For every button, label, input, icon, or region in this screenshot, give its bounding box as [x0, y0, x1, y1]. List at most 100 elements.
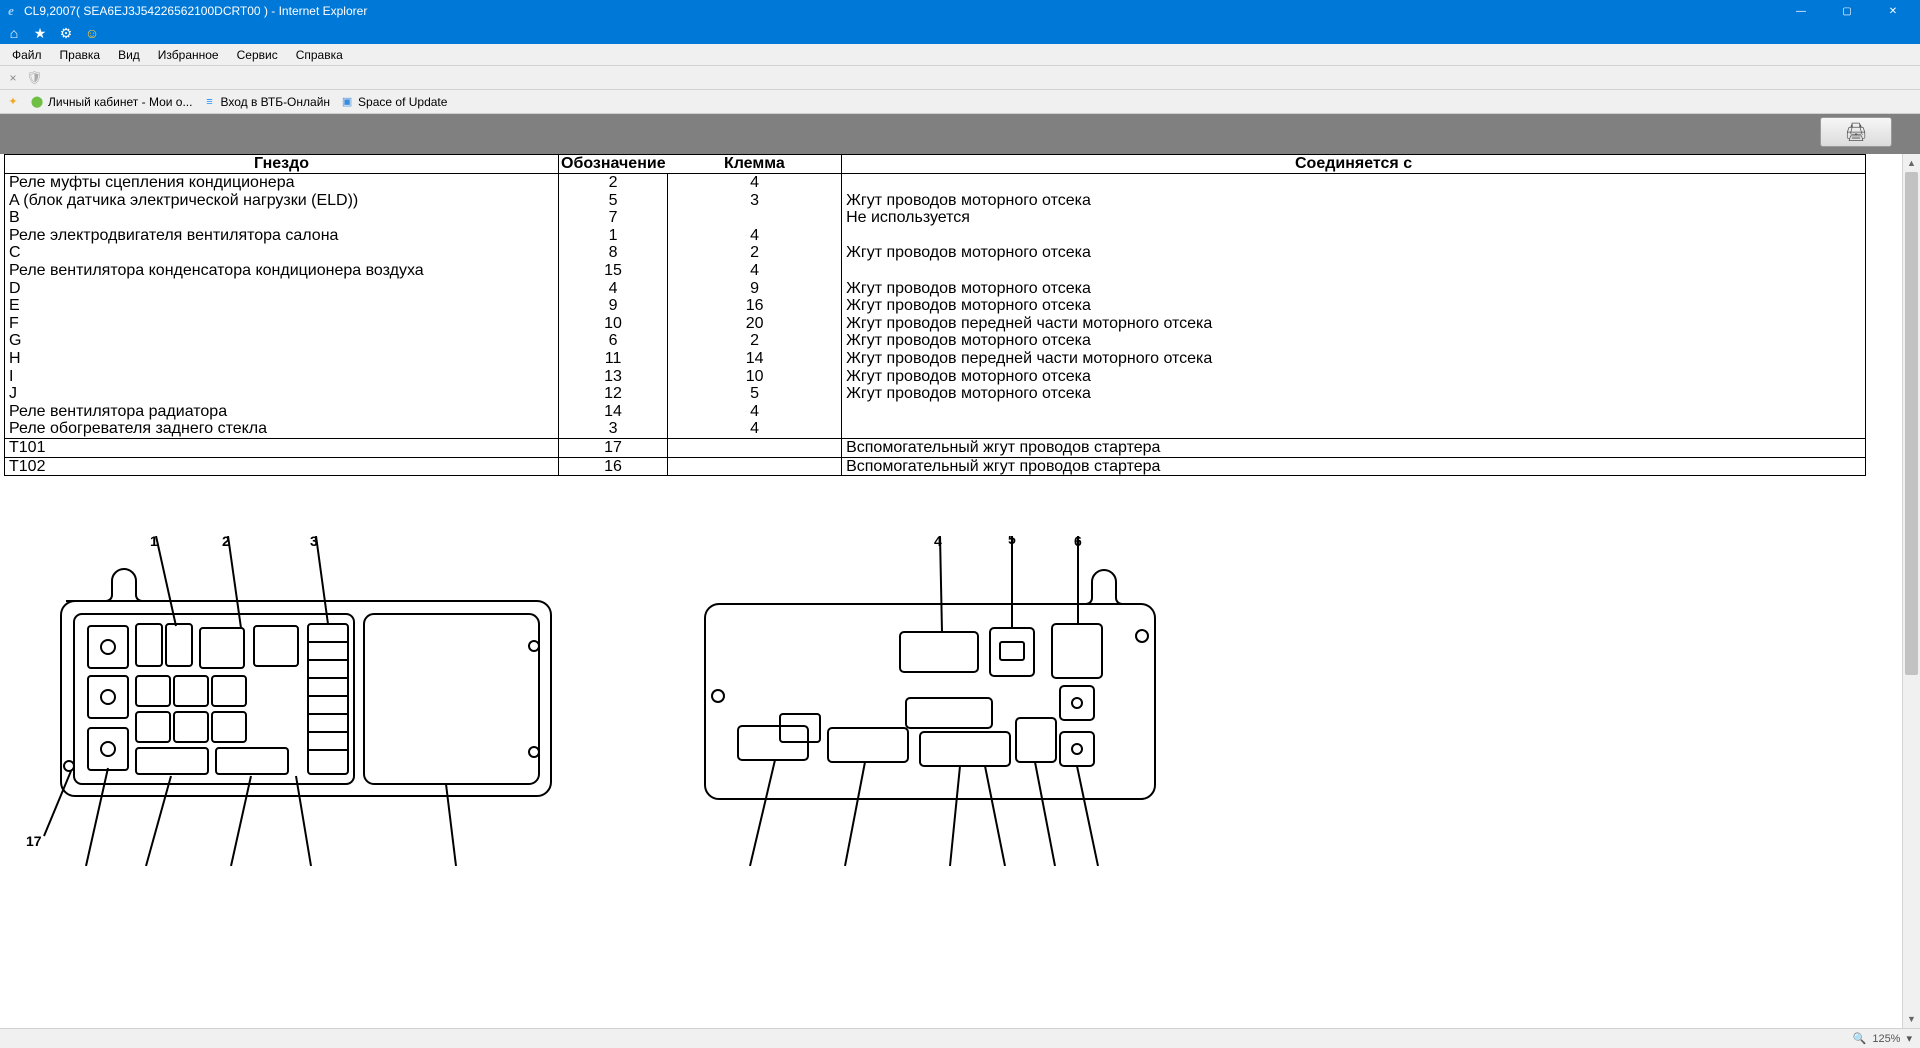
cell-socket: B — [5, 209, 559, 227]
cell-socket: T102 — [5, 457, 559, 476]
cell-terminal: 14 — [668, 350, 842, 368]
menu-view[interactable]: Вид — [110, 46, 148, 64]
cell-designation: 10 — [559, 315, 668, 333]
cell-designation: 12 — [559, 385, 668, 403]
titlebar: e CL9,2007( SEA6EJ3J54226562100DCRT00 ) … — [0, 0, 1920, 22]
callout-3: 3 — [310, 536, 318, 549]
cell-connects: Жгут проводов моторного отсека — [842, 385, 1866, 403]
callout-17: 17 — [26, 833, 42, 849]
cell-socket: T101 — [5, 438, 559, 457]
menu-service[interactable]: Сервис — [229, 46, 286, 64]
fusebox-diagram-right: 4 5 6 — [660, 536, 1200, 866]
tab-bar: × 🛡 — [0, 66, 1920, 90]
menu-favorites[interactable]: Избранное — [150, 46, 227, 64]
cell-connects: Вспомогательный жгут проводов стартера — [842, 438, 1866, 457]
favorites-star-icon[interactable]: ★ — [32, 25, 48, 41]
cell-socket: D — [5, 280, 559, 298]
menu-edit[interactable]: Правка — [52, 46, 109, 64]
cell-designation: 3 — [559, 420, 668, 438]
status-bar: 🔍 125% ▾ — [0, 1028, 1920, 1048]
zoom-level: 125% — [1872, 1033, 1900, 1045]
fav-link-2-label: Вход в ВТБ-Онлайн — [220, 95, 330, 109]
cell-designation: 2 — [559, 174, 668, 192]
cell-designation: 9 — [559, 297, 668, 315]
callout-5: 5 — [1008, 536, 1016, 547]
cell-terminal: 5 — [668, 385, 842, 403]
cell-connects: Жгут проводов моторного отсека — [842, 280, 1866, 298]
minimize-button[interactable]: — — [1778, 0, 1824, 22]
table-row: C82Жгут проводов моторного отсека — [5, 244, 1866, 262]
connector-table: Гнездо Обозначение Клемма Соединяется с … — [4, 154, 1866, 476]
menu-file[interactable]: Файл — [4, 46, 50, 64]
cell-socket: A (блок датчика электрической нагрузки (… — [5, 192, 559, 210]
cell-socket: J — [5, 385, 559, 403]
cell-designation: 15 — [559, 262, 668, 280]
menu-help[interactable]: Справка — [288, 46, 351, 64]
cell-connects: Жгут проводов моторного отсека — [842, 332, 1866, 350]
table-row: D49Жгут проводов моторного отсека — [5, 280, 1866, 298]
cell-socket: C — [5, 244, 559, 262]
scroll-down-icon[interactable]: ▼ — [1903, 1010, 1920, 1028]
home-icon[interactable]: ⌂ — [6, 25, 22, 41]
th-designation: Обозначение — [559, 155, 668, 174]
zoom-icon[interactable]: 🔍 — [1853, 1032, 1867, 1045]
table-row: Реле электродвигателя вентилятора салона… — [5, 227, 1866, 245]
table-row: Реле вентилятора радиатора144 — [5, 403, 1866, 421]
fav-link-1[interactable]: ⬤Личный кабинет - Мои о... — [30, 95, 192, 109]
tab-close-icon[interactable]: × — [6, 71, 20, 85]
cell-connects — [842, 227, 1866, 245]
close-button[interactable]: ✕ — [1870, 0, 1916, 22]
cell-terminal: 20 — [668, 315, 842, 333]
favorites-add-icon[interactable]: ✦ — [6, 95, 20, 109]
table-row: Реле вентилятора конденсатора кондиционе… — [5, 262, 1866, 280]
cell-connects: Жгут проводов моторного отсека — [842, 368, 1866, 386]
callout-2: 2 — [222, 536, 230, 549]
fav-link-3[interactable]: ▣Space of Update — [340, 95, 447, 109]
cell-terminal: 3 — [668, 192, 842, 210]
cell-designation: 11 — [559, 350, 668, 368]
smile-icon[interactable]: ☺ — [84, 25, 100, 41]
window-title: CL9,2007( SEA6EJ3J54226562100DCRT00 ) - … — [24, 4, 1778, 18]
callout-6: 6 — [1074, 536, 1082, 549]
table-row: T10117Вспомогательный жгут проводов стар… — [5, 438, 1866, 457]
scroll-thumb[interactable] — [1905, 172, 1918, 675]
cell-socket: Реле обогревателя заднего стекла — [5, 420, 559, 438]
cell-socket: I — [5, 368, 559, 386]
scroll-up-icon[interactable]: ▲ — [1903, 154, 1920, 172]
cell-connects — [842, 174, 1866, 192]
tools-gear-icon[interactable]: ⚙ — [58, 25, 74, 41]
protected-mode-icon: 🛡 — [26, 70, 43, 86]
menubar: Файл Правка Вид Избранное Сервис Справка — [0, 44, 1920, 66]
table-row: H1114Жгут проводов передней части моторн… — [5, 350, 1866, 368]
cell-terminal — [668, 457, 842, 476]
th-terminal: Клемма — [668, 155, 842, 174]
window-controls: — ▢ ✕ — [1778, 0, 1916, 22]
page-viewport: Гнездо Обозначение Клемма Соединяется с … — [0, 154, 1920, 1028]
scroll-track[interactable] — [1903, 172, 1920, 1010]
fusebox-diagram-left: 1 2 3 17 — [16, 536, 556, 866]
favorites-bar: ✦ ⬤Личный кабинет - Мои о... ≡Вход в ВТБ… — [0, 90, 1920, 114]
zoom-dropdown-icon[interactable]: ▾ — [1906, 1032, 1912, 1045]
cell-socket: E — [5, 297, 559, 315]
th-connects: Соединяется с — [842, 155, 1866, 174]
fav-link-1-label: Личный кабинет - Мои о... — [48, 95, 192, 109]
cell-designation: 14 — [559, 403, 668, 421]
table-row: E916Жгут проводов моторного отсека — [5, 297, 1866, 315]
callout-4: 4 — [934, 536, 942, 549]
vertical-scrollbar[interactable]: ▲ ▼ — [1902, 154, 1920, 1028]
cell-designation: 13 — [559, 368, 668, 386]
cell-socket: Реле вентилятора радиатора — [5, 403, 559, 421]
cell-terminal: 16 — [668, 297, 842, 315]
table-row: T10216Вспомогательный жгут проводов стар… — [5, 457, 1866, 476]
maximize-button[interactable]: ▢ — [1824, 0, 1870, 22]
cell-connects: Жгут проводов передней части моторного о… — [842, 350, 1866, 368]
table-row: B7Не используется — [5, 209, 1866, 227]
cell-designation: 1 — [559, 227, 668, 245]
fav-link-3-label: Space of Update — [358, 95, 447, 109]
cell-terminal: 10 — [668, 368, 842, 386]
cell-terminal — [668, 438, 842, 457]
print-button[interactable]: 🖨 — [1820, 117, 1892, 147]
cell-terminal: 4 — [668, 403, 842, 421]
cell-socket: Реле вентилятора конденсатора кондиционе… — [5, 262, 559, 280]
fav-link-2[interactable]: ≡Вход в ВТБ-Онлайн — [202, 95, 330, 109]
